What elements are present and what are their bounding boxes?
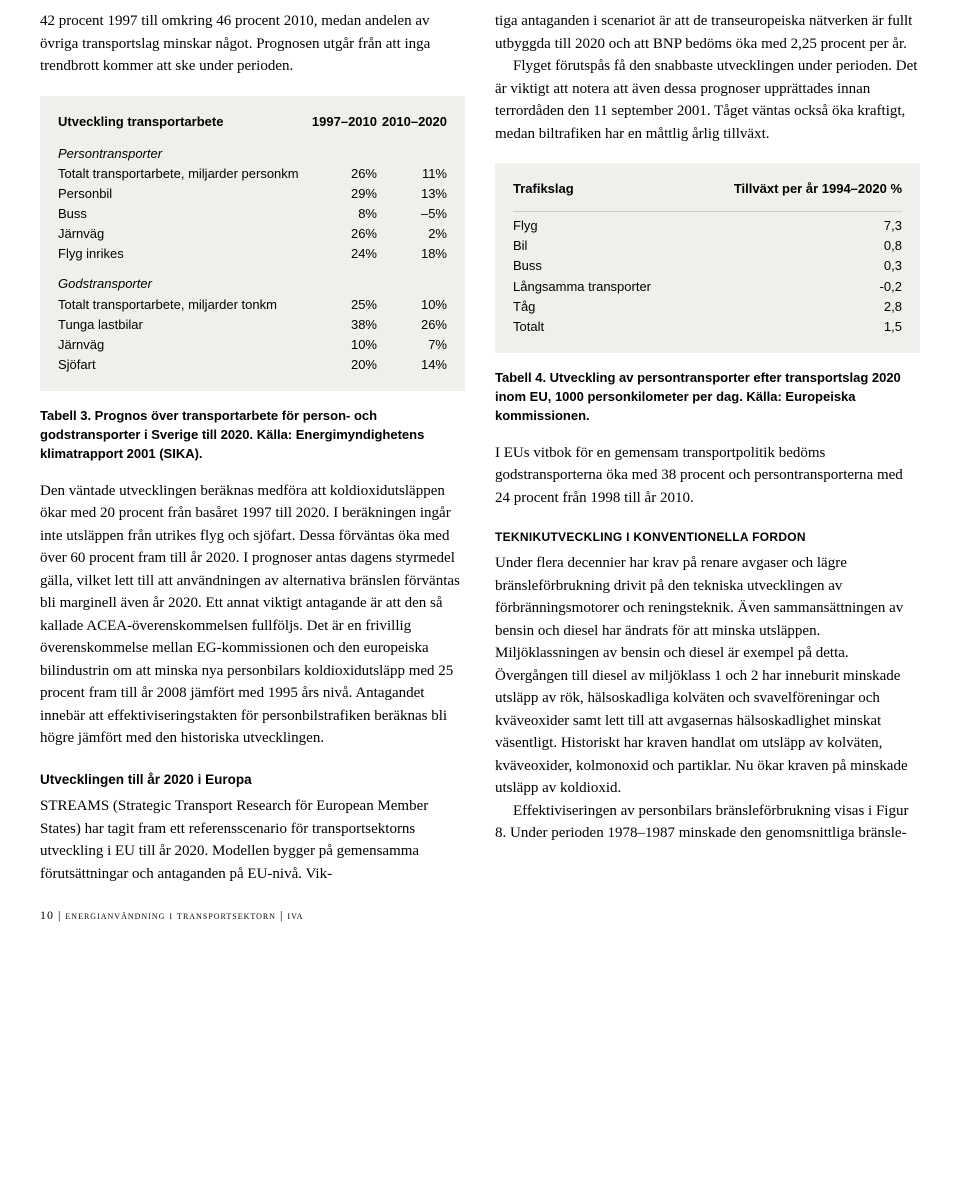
table-row: Bil0,8 <box>513 236 902 256</box>
row-v: 0,8 <box>842 236 902 256</box>
right-para-mid: I EUs vitbok för en gemensam transportpo… <box>495 442 920 510</box>
heading-europe: Utvecklingen till år 2020 i Europa <box>40 770 465 790</box>
table-row: Totalt transportarbete, miljarder tonkm2… <box>58 295 447 315</box>
row-label: Järnväg <box>58 224 311 244</box>
row-v1: 26% <box>311 164 377 184</box>
table-row: Järnväg10%7% <box>58 335 447 355</box>
row-v2: 11% <box>377 164 447 184</box>
row-v1: 38% <box>311 315 377 335</box>
row-label: Totalt transportarbete, miljarder tonkm <box>58 295 311 315</box>
table-row: Järnväg26%2% <box>58 224 447 244</box>
left-para3: STREAMS (Strategic Transport Research fö… <box>40 795 465 885</box>
row-v2: 26% <box>377 315 447 335</box>
row-v1: 29% <box>311 184 377 204</box>
table-row: Flyg inrikes24%18% <box>58 244 447 264</box>
table3-group1: Persontransporter <box>58 144 447 164</box>
row-label: Totalt <box>513 317 842 337</box>
table3-caption: Tabell 3. Prognos över transportarbete f… <box>40 407 465 464</box>
table4-caption: Tabell 4. Utveckling av persontransporte… <box>495 369 920 426</box>
row-v1: 25% <box>311 295 377 315</box>
row-label: Tunga lastbilar <box>58 315 311 335</box>
row-v: -0,2 <box>842 277 902 297</box>
table-4: Trafikslag Tillväxt per år 1994–2020 % F… <box>495 163 920 353</box>
right-column: tiga antaganden i scenariot är att de tr… <box>495 10 920 885</box>
right-para-tech2: Effektiviseringen av personbilars bränsl… <box>495 800 920 845</box>
row-v1: 8% <box>311 204 377 224</box>
row-label: Sjöfart <box>58 355 311 375</box>
left-para2: Den väntade utvecklingen beräknas medför… <box>40 480 465 750</box>
row-v2: 2% <box>377 224 447 244</box>
table-row: Flyg7,3 <box>513 216 902 236</box>
table3-group2: Godstransporter <box>58 274 447 294</box>
row-v2: 14% <box>377 355 447 375</box>
row-v: 1,5 <box>842 317 902 337</box>
heading-tech: TEKNIKUTVECKLING I KONVENTIONELLA FORDON <box>495 529 920 546</box>
table-row: Totalt1,5 <box>513 317 902 337</box>
row-label: Flyg <box>513 216 842 236</box>
row-label: Bil <box>513 236 842 256</box>
table-row: Tåg2,8 <box>513 297 902 317</box>
row-v1: 24% <box>311 244 377 264</box>
table3-col2: 2010–2020 <box>377 112 447 132</box>
row-v2: 10% <box>377 295 447 315</box>
row-v2: –5% <box>377 204 447 224</box>
row-v1: 20% <box>311 355 377 375</box>
table-row: Personbil29%13% <box>58 184 447 204</box>
table4-col2: Tillväxt per år 1994–2020 % <box>722 179 902 199</box>
row-label: Personbil <box>58 184 311 204</box>
table-row: Tunga lastbilar38%26% <box>58 315 447 335</box>
table-3: Utveckling transportarbete 1997–2010 201… <box>40 96 465 392</box>
row-label: Tåg <box>513 297 842 317</box>
right-para-top2: Flyget förutspås få den snabbaste utveck… <box>495 55 920 145</box>
left-column: 42 procent 1997 till omkring 46 procent … <box>40 10 465 885</box>
row-v1: 10% <box>311 335 377 355</box>
row-v: 7,3 <box>842 216 902 236</box>
row-v2: 13% <box>377 184 447 204</box>
row-label: Flyg inrikes <box>58 244 311 264</box>
table-row: Totalt transportarbete, miljarder person… <box>58 164 447 184</box>
row-v2: 18% <box>377 244 447 264</box>
right-para-top: tiga antaganden i scenariot är att de tr… <box>495 10 920 55</box>
row-v: 0,3 <box>842 256 902 276</box>
row-v: 2,8 <box>842 297 902 317</box>
row-v2: 7% <box>377 335 447 355</box>
row-v1: 26% <box>311 224 377 244</box>
right-para-tech: Under flera decennier har krav på renare… <box>495 552 920 800</box>
row-label: Buss <box>513 256 842 276</box>
table3-title: Utveckling transportarbete <box>58 112 311 132</box>
row-label: Buss <box>58 204 311 224</box>
row-label: Totalt transportarbete, miljarder person… <box>58 164 311 184</box>
table-row: Buss0,3 <box>513 256 902 276</box>
row-label: Långsamma transporter <box>513 277 842 297</box>
table3-col1: 1997–2010 <box>311 112 377 132</box>
page-footer: 10 | energianvändning i transportsektorn… <box>40 907 920 924</box>
table4-col1: Trafikslag <box>513 179 722 199</box>
row-label: Järnväg <box>58 335 311 355</box>
table-row: Långsamma transporter-0,2 <box>513 277 902 297</box>
table-row: Buss8%–5% <box>58 204 447 224</box>
table-row: Sjöfart20%14% <box>58 355 447 375</box>
intro-paragraph: 42 procent 1997 till omkring 46 procent … <box>40 10 465 78</box>
